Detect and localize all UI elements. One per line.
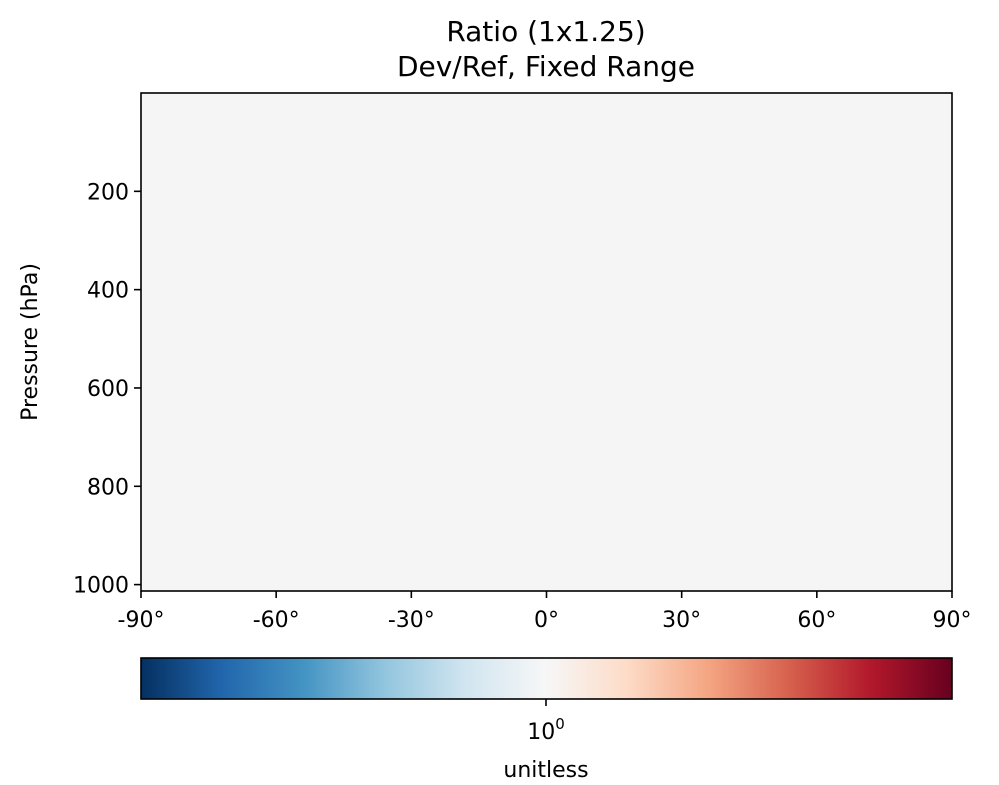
chart-subtitle: Dev/Ref, Fixed Range (397, 50, 695, 83)
x-tick-label: 90° (933, 608, 972, 633)
x-tick-label: -90° (118, 608, 165, 633)
y-axis-label: Pressure (hPa) (18, 263, 43, 421)
x-tick-label: 0° (534, 608, 559, 633)
y-tick-label: 600 (87, 377, 129, 402)
x-tick-label: -30° (388, 608, 435, 633)
chart-title: Ratio (1x1.25) (446, 15, 645, 48)
y-tick-label: 400 (87, 279, 129, 304)
colorbar-label: unitless (503, 758, 588, 783)
colorbar-tick-base: 10 (527, 720, 555, 745)
x-tick-label: 60° (797, 608, 836, 633)
plot-field (141, 93, 952, 591)
y-tick-label: 800 (87, 475, 129, 500)
x-tick-label: 30° (662, 608, 701, 633)
y-tick-label: 1000 (73, 574, 129, 599)
x-axis: -90° -60° -30° 0° 30° 60° 90° (118, 591, 972, 633)
colorbar: 100 unitless (140, 657, 953, 783)
y-axis: 200 400 600 800 1000 (73, 180, 141, 599)
colorbar-gradient (141, 658, 952, 699)
colorbar-tick-label: 100 (527, 715, 565, 745)
y-tick-label: 200 (87, 180, 129, 205)
x-tick-label: -60° (253, 608, 300, 633)
colorbar-tick-exponent: 0 (555, 715, 565, 733)
